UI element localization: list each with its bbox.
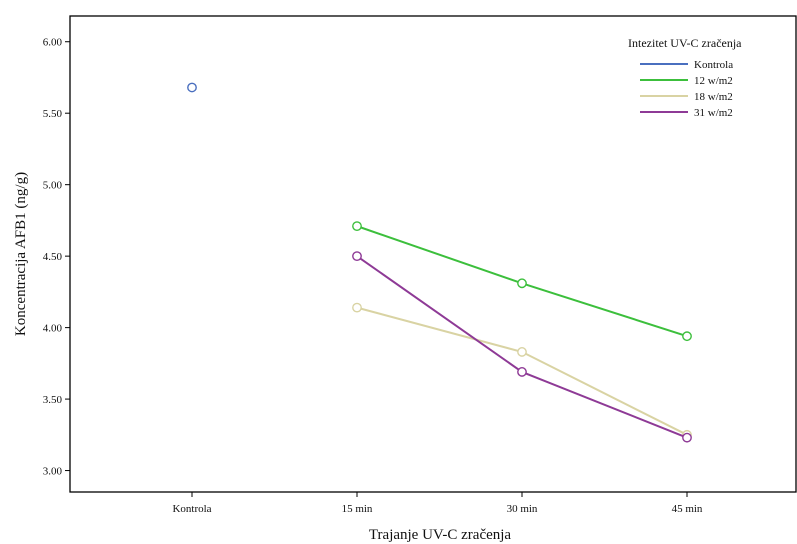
legend: Intezitet UV-C zračenja Kontrola 12 w/m2 1… [628, 36, 742, 119]
x-tick-label: Kontrola [172, 503, 211, 515]
legend-label-31-w-m2: 31 w/m2 [694, 107, 733, 119]
data-point-12-w-m2 [517, 278, 527, 289]
data-point-12-w-m2 [682, 331, 692, 342]
x-tick-label: 45 min [672, 503, 703, 515]
legend-label-kontrola: Kontrola [694, 59, 733, 71]
y-tick-label: 4.50 [43, 251, 63, 263]
series-layer [187, 82, 692, 443]
data-point-12-w-m2 [352, 221, 362, 232]
y-axis-title: Koncentracija AFB1 (ng/g) [13, 172, 29, 336]
data-point-31-w-m2 [352, 251, 362, 262]
x-axis-title: Trajanje UV-C zračenja [369, 527, 512, 543]
y-tick-label: 5.50 [43, 108, 63, 120]
x-axis-ticks: Kontrola 15 min 30 min 45 min [172, 492, 703, 515]
legend-label-18-w-m2: 18 w/m2 [694, 91, 733, 103]
data-point-31-w-m2 [682, 432, 692, 443]
data-point-18-w-m2 [517, 347, 527, 357]
y-tick-label: 3.50 [43, 394, 63, 406]
y-axis-ticks: 3.00 3.50 4.00 4.50 5.00 5.50 6.00 [43, 37, 70, 478]
y-tick-label: 5.00 [43, 180, 63, 192]
y-tick-label: 3.00 [43, 466, 63, 478]
legend-label-12-w-m2: 12 w/m2 [694, 75, 733, 87]
y-tick-label: 4.00 [43, 323, 63, 335]
data-point-18-w-m2 [352, 302, 362, 313]
legend-title: Intezitet UV-C zračenja [628, 36, 742, 50]
y-tick-label: 6.00 [43, 37, 63, 49]
plot-frame [69, 15, 797, 493]
x-tick-label: 30 min [507, 503, 538, 515]
data-point-kontrola [187, 82, 197, 93]
data-point-31-w-m2 [517, 367, 527, 377]
x-tick-label: 15 min [342, 503, 373, 515]
